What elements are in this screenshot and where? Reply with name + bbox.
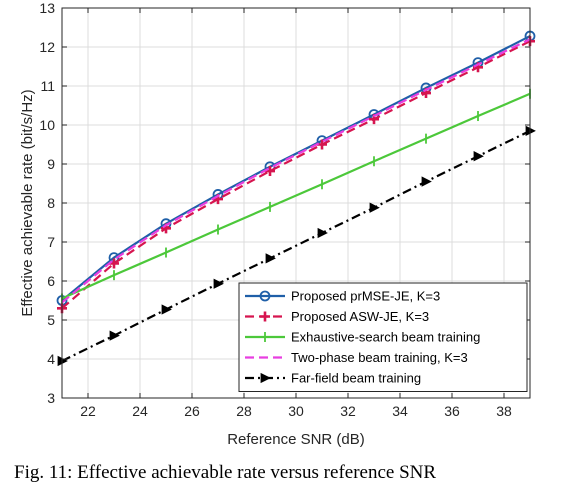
series-line	[61, 38, 531, 304]
y-tick-label: 7	[47, 234, 55, 250]
y-tick-label: 4	[47, 351, 55, 367]
x-tick-label: 36	[444, 403, 460, 419]
y-tick-label: 11	[40, 78, 55, 94]
legend-marker	[260, 372, 271, 384]
series-line	[61, 40, 531, 310]
series-2	[57, 36, 535, 314]
x-tick-label: 22	[80, 403, 96, 419]
y-tick-label: 5	[47, 312, 55, 328]
x-tick-label: 28	[236, 403, 252, 419]
legend-marker	[259, 290, 271, 302]
y-axis-label: Effective achievable rate (bit/s/Hz)	[19, 89, 36, 316]
legend: Proposed prMSE-JE, K=3 Proposed ASW-JE, K…	[238, 282, 528, 392]
y-tick-label: 13	[39, 0, 55, 16]
series-line	[61, 129, 531, 362]
x-tick-label: 34	[392, 403, 408, 419]
legend-label: Far-field beam training	[291, 371, 421, 386]
series-lines	[56, 30, 536, 367]
x-tick-label: 24	[132, 403, 148, 419]
legend-marker	[260, 311, 270, 322]
data-point	[161, 304, 172, 315]
grid	[62, 7, 530, 399]
legend-label: Proposed ASW-JE, K=3	[291, 309, 429, 324]
y-tick-label: 3	[47, 390, 55, 406]
x-tick-label: 32	[340, 403, 356, 419]
data-point	[473, 151, 484, 162]
data-point	[109, 330, 120, 341]
legend-label: Two-phase beam training, K=3	[291, 350, 468, 365]
data-point	[265, 166, 275, 177]
x-tick-label: 38	[496, 403, 512, 419]
x-tick-label: 26	[184, 403, 200, 419]
figure-caption: Fig. 11: Effective achievable rate versu…	[14, 462, 437, 483]
series-line	[61, 35, 531, 302]
x-tick-label: 30	[288, 403, 304, 419]
series-5	[57, 125, 536, 367]
legend-label: Exhaustive-search beam training	[291, 330, 480, 345]
y-tick-label: 12	[39, 39, 55, 55]
legend-box	[238, 282, 528, 392]
data-point	[265, 253, 276, 264]
data-point	[369, 202, 380, 213]
y-tick-label: 6	[47, 273, 55, 289]
series-line	[61, 92, 531, 300]
data-point	[213, 278, 224, 289]
data-point	[421, 176, 432, 187]
x-axis-label: Reference SNR (dB)	[227, 431, 365, 448]
y-tick-label: 8	[47, 195, 55, 211]
legend-label: Proposed prMSE-JE, K=3	[291, 289, 440, 304]
y-tick-label: 9	[47, 156, 55, 172]
series-4	[61, 38, 531, 304]
y-tick-label: 10	[39, 117, 55, 133]
data-point	[317, 227, 328, 239]
